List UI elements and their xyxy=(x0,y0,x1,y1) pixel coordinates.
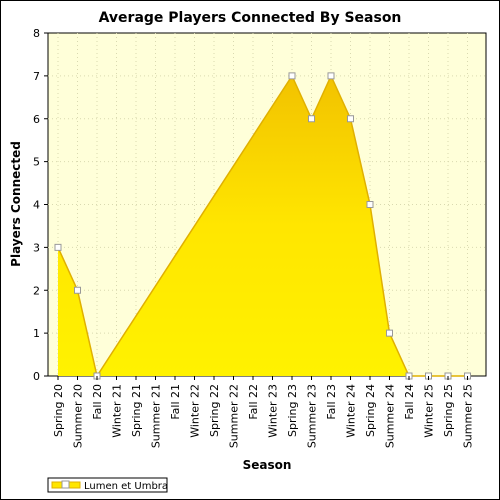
y-tick-label: 2 xyxy=(33,284,40,297)
legend-label: Lumen et Umbra xyxy=(84,481,168,492)
data-point-marker xyxy=(288,72,296,80)
x-tick-label: Summer 21 xyxy=(150,384,163,448)
x-tick-label: Spring 21 xyxy=(130,384,143,437)
y-axis-ticks: 0 1 2 3 4 5 6 7 8 xyxy=(33,27,48,383)
y-tick-label: 3 xyxy=(33,241,40,254)
data-point-marker xyxy=(327,72,335,80)
data-point-marker xyxy=(386,329,393,337)
legend: Lumen et Umbra xyxy=(47,477,168,493)
data-point-marker xyxy=(366,201,374,208)
y-tick-label: 8 xyxy=(33,27,40,40)
x-tick-label: Summer 23 xyxy=(306,384,319,448)
legend-marker xyxy=(61,480,70,489)
x-tick-label: Spring 22 xyxy=(208,384,221,437)
x-tick-label: Summer 24 xyxy=(384,384,397,448)
data-point-marker xyxy=(308,115,315,123)
x-tick-label: Spring 23 xyxy=(286,384,299,437)
y-tick-label: 4 xyxy=(33,199,40,212)
x-tick-label: Winter 24 xyxy=(345,384,358,438)
x-axis-ticks: Spring 20 Summer 20 Fall 20 Winter 21 Spring… xyxy=(52,376,475,448)
x-tick-label: Fall 22 xyxy=(247,384,260,420)
data-point-marker xyxy=(74,286,81,294)
series-area-fill xyxy=(58,75,468,376)
x-tick-label: Winter 25 xyxy=(423,384,436,438)
x-tick-label: Fall 21 xyxy=(169,384,182,420)
y-tick-label: 7 xyxy=(33,70,40,83)
x-tick-label: Spring 25 xyxy=(442,384,455,437)
y-tick-label: 0 xyxy=(33,370,40,383)
x-tick-label: Spring 24 xyxy=(364,384,377,437)
x-tick-label: Winter 21 xyxy=(111,384,124,438)
x-tick-label: Winter 22 xyxy=(189,384,202,438)
x-tick-label: Summer 25 xyxy=(462,384,475,448)
x-tick-label: Winter 23 xyxy=(267,384,280,438)
x-tick-label: Fall 23 xyxy=(325,384,338,420)
x-tick-label: Fall 24 xyxy=(403,384,416,420)
data-point-marker xyxy=(347,115,354,123)
x-tick-label: Summer 20 xyxy=(72,384,85,448)
y-tick-label: 6 xyxy=(33,113,40,126)
x-tick-label: Fall 20 xyxy=(91,384,104,420)
x-tick-label: Summer 22 xyxy=(228,384,241,448)
chart-title: Average Players Connected By Season xyxy=(99,10,402,26)
x-axis-title: Season xyxy=(243,458,292,472)
x-tick-label: Spring 20 xyxy=(52,384,65,437)
y-axis-title: Players Connected xyxy=(9,141,23,267)
data-point-marker xyxy=(54,243,62,251)
y-tick-label: 1 xyxy=(33,327,40,340)
y-tick-label: 5 xyxy=(33,156,40,169)
